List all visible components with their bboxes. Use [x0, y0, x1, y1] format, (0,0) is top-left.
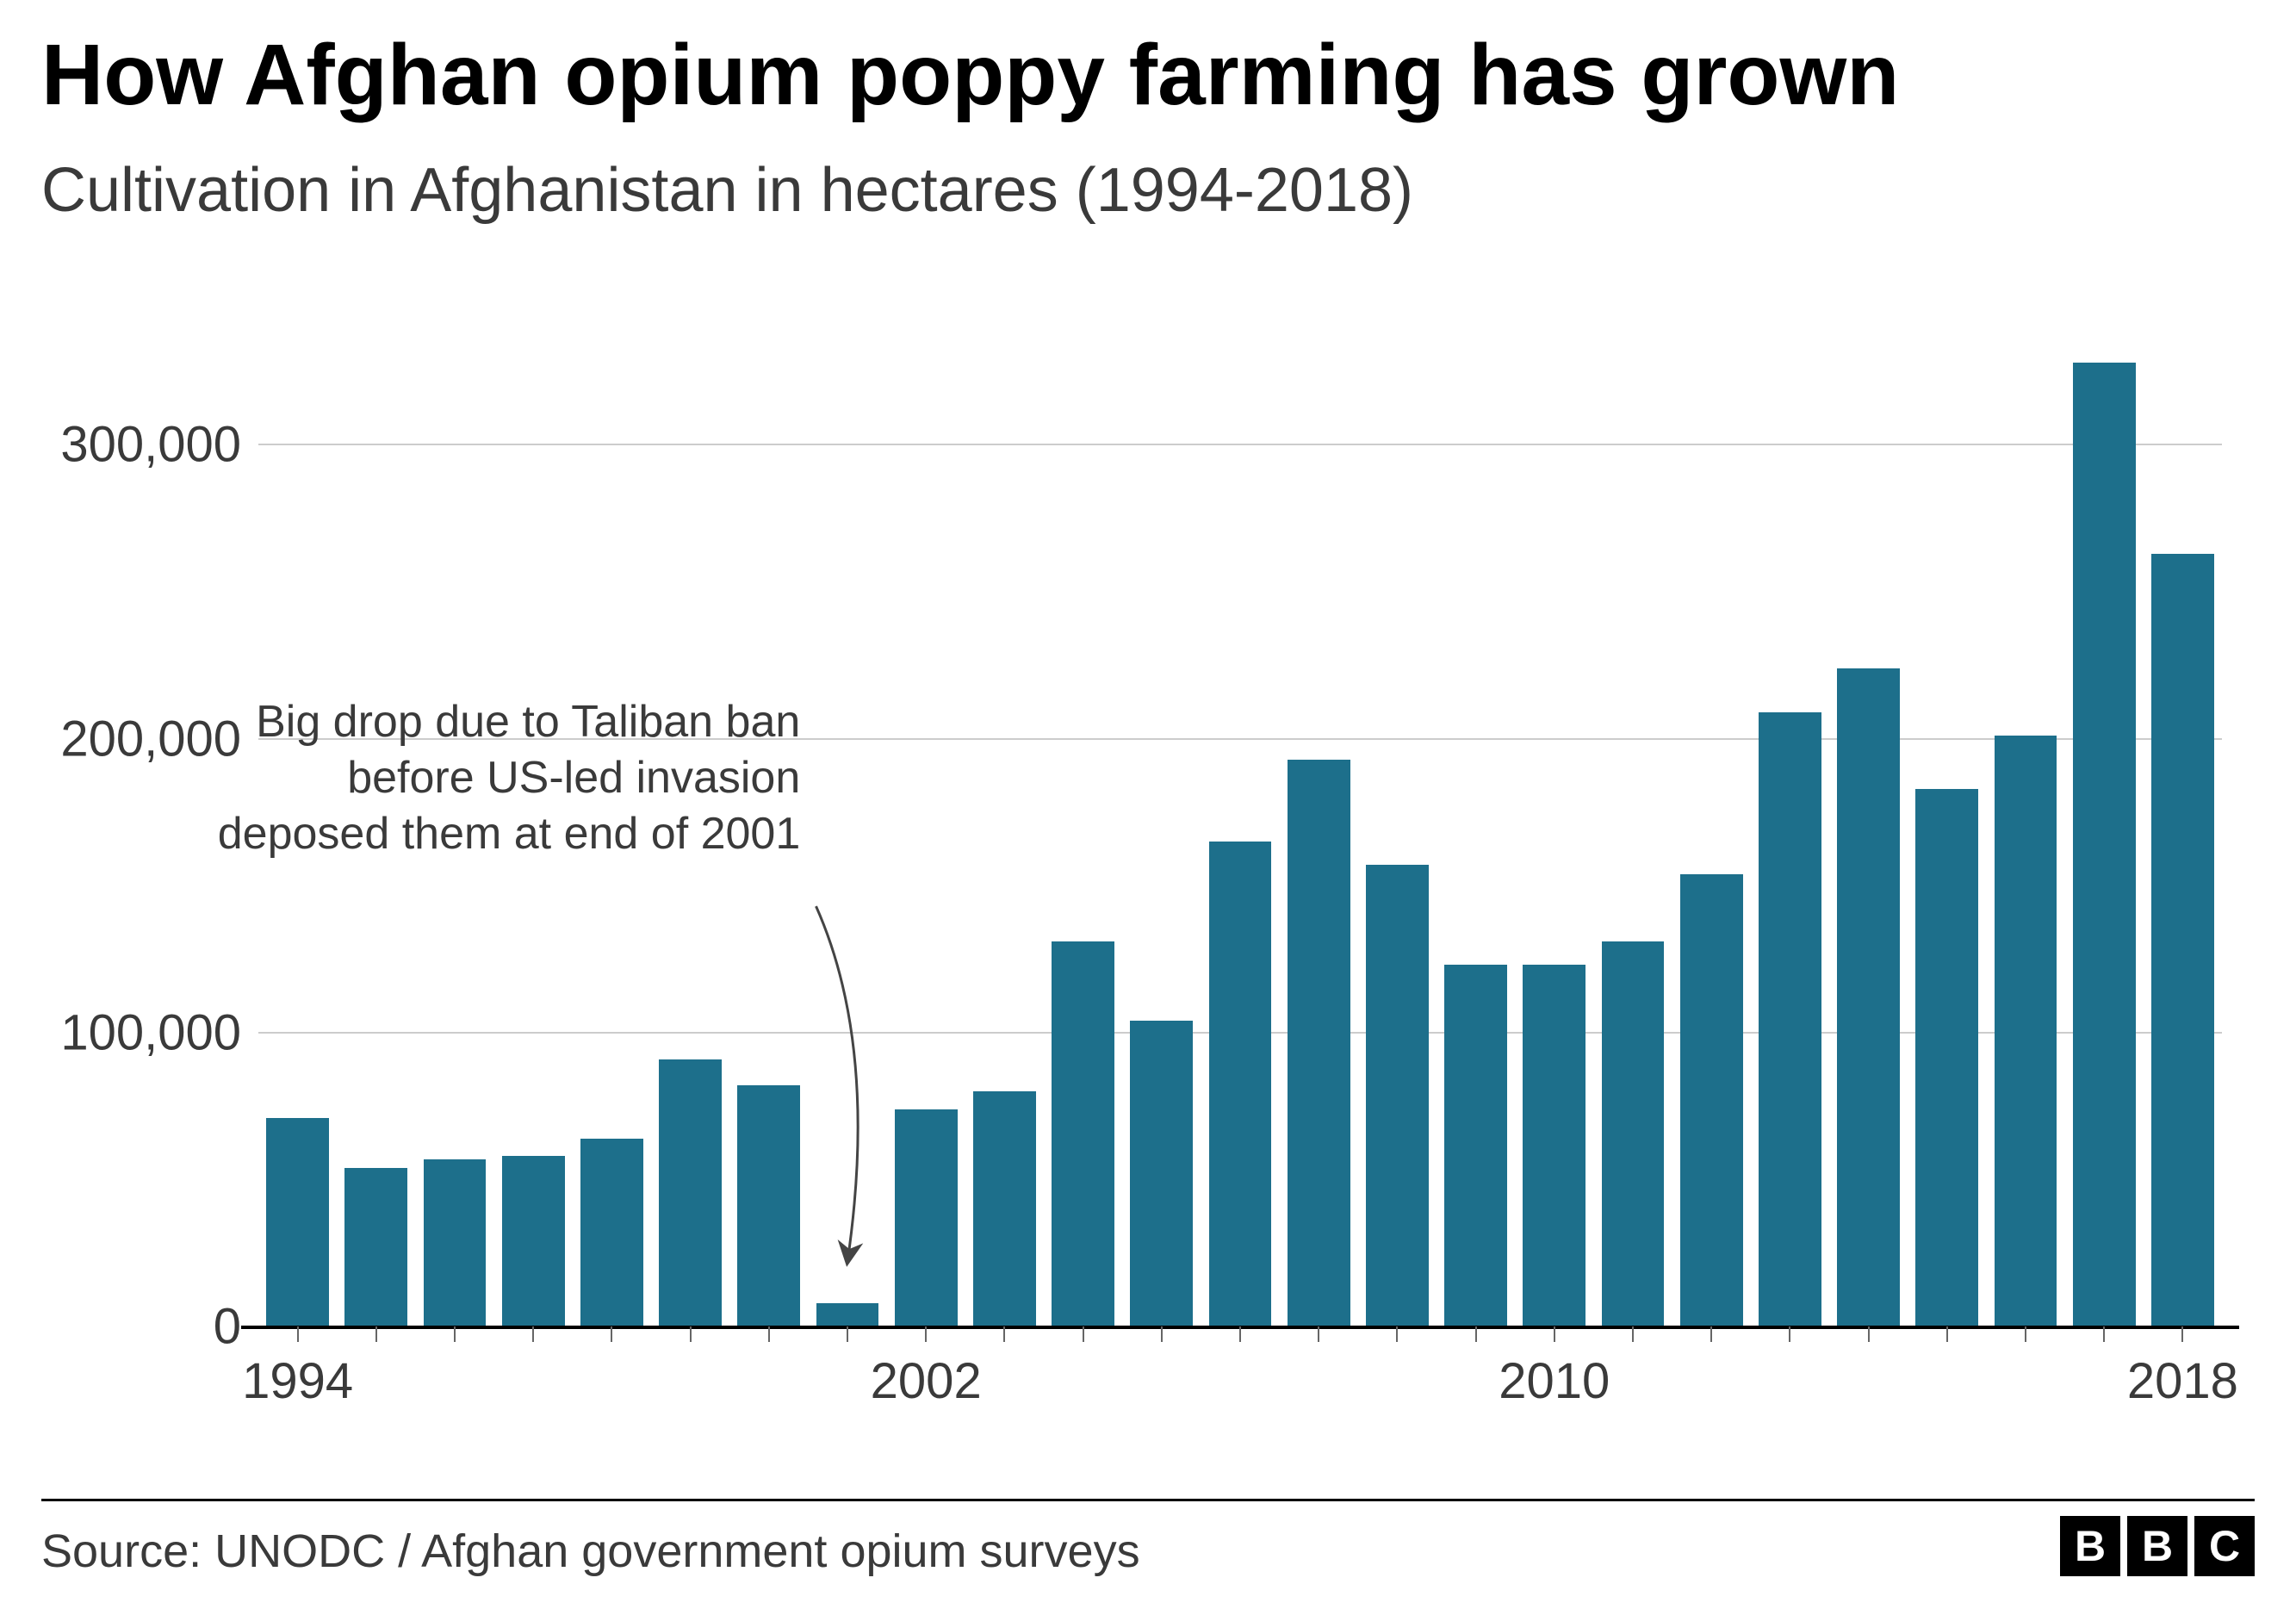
x-tick-label: 2010 [1499, 1326, 1610, 1410]
bar [2151, 554, 2214, 1326]
x-tick-mark [847, 1326, 848, 1342]
bar [1444, 965, 1507, 1326]
x-tick-mark [611, 1326, 612, 1342]
x-tick-label: 2018 [2127, 1326, 2238, 1410]
x-tick-mark [1396, 1326, 1398, 1342]
bar [973, 1091, 1036, 1326]
x-tick-mark [454, 1326, 456, 1342]
bar [895, 1109, 958, 1326]
bar [424, 1159, 487, 1326]
x-tick-mark [1318, 1326, 1319, 1342]
x-tick-mark [375, 1326, 377, 1342]
bbc-logo-letter: B [2127, 1516, 2187, 1576]
x-tick-mark [532, 1326, 534, 1342]
x-tick-mark [1475, 1326, 1477, 1342]
annotation-text: Big drop due to Taliban banbefore US-led… [146, 694, 800, 862]
bar [1680, 874, 1743, 1326]
bar [1602, 941, 1665, 1326]
bbc-logo-letter: C [2194, 1516, 2255, 1576]
x-tick-label: 2002 [871, 1326, 982, 1410]
bar [816, 1303, 879, 1326]
bar [580, 1139, 643, 1326]
x-tick-mark [2103, 1326, 2105, 1342]
bar [2073, 363, 2136, 1326]
bbc-logo-letter: B [2060, 1516, 2120, 1576]
bar [737, 1085, 800, 1326]
chart-title: How Afghan opium poppy farming has grown [41, 26, 1899, 125]
bbc-logo: BBC [2060, 1516, 2255, 1576]
bar [1052, 941, 1114, 1326]
bar [1915, 789, 1978, 1326]
y-tick-label: 100,000 [60, 1003, 258, 1061]
bar [266, 1118, 329, 1326]
plot-area: 0100,000200,000300,000 1994200220102018 … [258, 327, 2222, 1326]
x-tick-mark [1161, 1326, 1163, 1342]
bar [1759, 712, 1821, 1326]
bar [1209, 842, 1272, 1326]
bar [659, 1059, 722, 1326]
bar [1837, 668, 1900, 1326]
bar [344, 1168, 407, 1326]
x-tick-mark [1003, 1326, 1005, 1342]
footer-rule [41, 1499, 2255, 1501]
x-tick-mark [1868, 1326, 1870, 1342]
bar [1366, 865, 1429, 1326]
bar [1995, 736, 2057, 1326]
chart-container: How Afghan opium poppy farming has grown… [0, 0, 2296, 1615]
x-tick-mark [1239, 1326, 1241, 1342]
y-tick-label: 300,000 [60, 416, 258, 474]
bar [1523, 965, 1585, 1326]
x-tick-mark [1710, 1326, 1712, 1342]
x-tick-mark [2025, 1326, 2026, 1342]
x-tick-mark [690, 1326, 692, 1342]
bar [1130, 1021, 1193, 1326]
x-tick-mark [1632, 1326, 1634, 1342]
x-tick-mark [1083, 1326, 1084, 1342]
source-text: Source: UNODC / Afghan government opium … [41, 1525, 1140, 1578]
x-tick-mark [768, 1326, 770, 1342]
x-tick-mark [1789, 1326, 1790, 1342]
bar [502, 1156, 565, 1326]
x-tick-label: 1994 [242, 1326, 353, 1410]
chart-subtitle: Cultivation in Afghanistan in hectares (… [41, 155, 1413, 226]
x-tick-mark [1946, 1326, 1948, 1342]
bar [1288, 760, 1350, 1326]
